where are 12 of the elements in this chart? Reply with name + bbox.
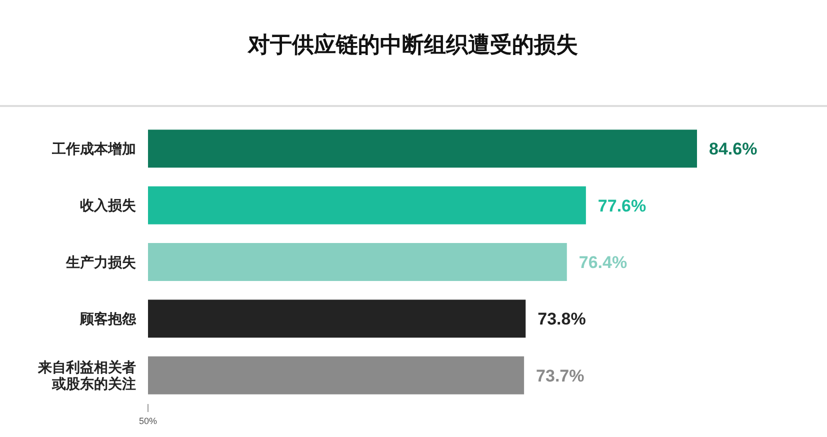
y-tick-label: 来自利益相关者或股东的关注 <box>37 358 136 392</box>
data-label: 73.8% <box>538 310 586 329</box>
text: 50% <box>138 416 158 426</box>
y-tick-label: 工作成本增加 <box>51 140 136 157</box>
y-tick-label: 收入损失 <box>80 197 137 214</box>
chart-title: 对于供应链的中断组织遭受的损失 <box>247 32 578 57</box>
y-tick-label: 生产力损失 <box>65 254 137 270</box>
data-label: 77.6% <box>598 196 646 216</box>
data-label: 84.6% <box>709 140 758 159</box>
y-tick-label: 顾客抱怨 <box>79 310 137 327</box>
data-label: 76.4% <box>578 252 628 272</box>
data-label: 73.7% <box>536 366 584 386</box>
